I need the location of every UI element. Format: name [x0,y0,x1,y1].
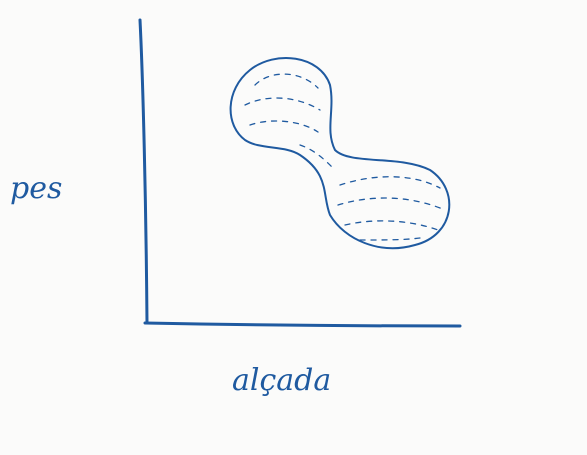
x-axis [143,321,462,328]
y-axis [138,18,149,325]
y-axis-label: pes [10,171,62,206]
x-axis-label: alçada [232,363,331,398]
blob-shading [244,73,446,241]
blob [229,57,451,250]
